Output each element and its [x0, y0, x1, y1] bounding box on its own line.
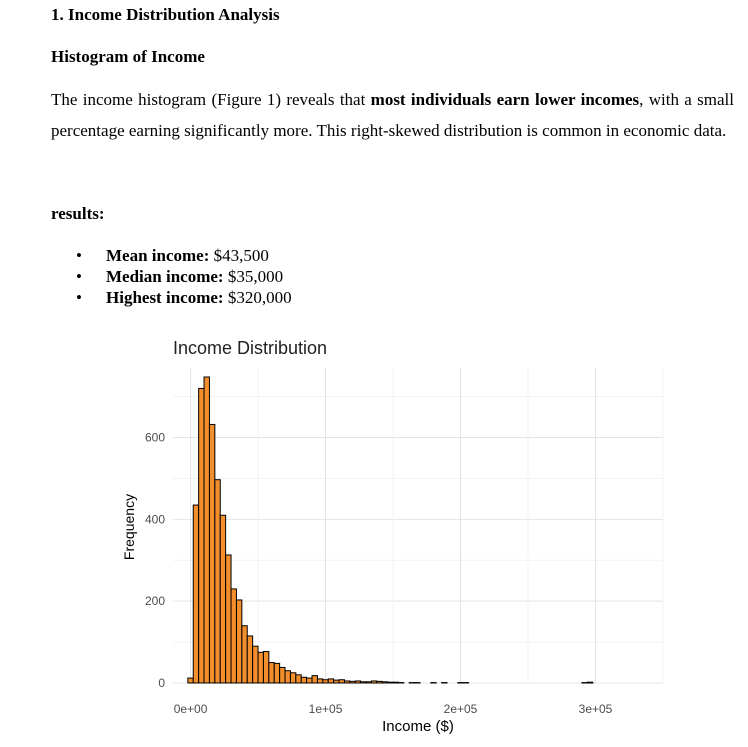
- histogram-bar: [268, 662, 275, 684]
- paragraph-text-end: , with a small percentage earning signif…: [51, 90, 734, 140]
- y-axis-label: Frequency: [121, 494, 137, 560]
- histogram-bar: [354, 680, 362, 684]
- histogram-bar: [208, 423, 216, 684]
- paragraph-emphasis: most individuals earn lower incomes: [370, 90, 640, 109]
- histogram-bar: [333, 679, 340, 684]
- y-tick-label: 200: [145, 594, 165, 608]
- histogram-bar: [306, 677, 313, 684]
- histogram-bar: [230, 588, 237, 684]
- x-tick-label: 3e+05: [579, 702, 613, 716]
- histogram-bar: [300, 676, 308, 684]
- histogram-bar: [349, 680, 356, 684]
- histogram-bar: [235, 599, 243, 684]
- x-tick-label: 1e+05: [309, 702, 343, 716]
- x-tick-label: 0e+00: [174, 702, 208, 716]
- histogram-bar: [214, 479, 221, 684]
- histogram-bar: [187, 677, 194, 684]
- list-item: • Highest income: $320,000: [51, 287, 292, 308]
- result-label: Highest income:: [106, 288, 224, 307]
- x-axis-ticks: 0e+00 1e+05 2e+05 3e+05: [174, 702, 613, 716]
- histogram-bar: [360, 681, 367, 684]
- histogram-bar: [262, 651, 270, 684]
- y-tick-label: 0: [158, 676, 165, 690]
- histogram-bar: [381, 681, 389, 684]
- bullet-icon: •: [76, 267, 82, 286]
- chart-title: Income Distribution: [173, 338, 327, 358]
- histogram-bar: [365, 681, 372, 684]
- histogram-bar: [586, 681, 594, 684]
- histogram-bar: [338, 679, 345, 684]
- histogram-bar: [252, 645, 259, 684]
- section-heading: 1. Income Distribution Analysis: [51, 5, 280, 24]
- y-tick-label: 600: [145, 431, 165, 445]
- histogram-bars: [187, 376, 594, 684]
- histogram-bar: [322, 679, 329, 684]
- paragraph-text-start: The income histogram (Figure 1) reveals …: [51, 90, 371, 109]
- histogram-bar: [343, 680, 351, 684]
- histogram-bar: [289, 672, 297, 684]
- histogram-bar: [279, 666, 286, 684]
- x-tick-label: 2e+05: [444, 702, 478, 716]
- histogram-bar: [257, 651, 264, 684]
- histogram-bar: [387, 681, 394, 684]
- result-value: $320,000: [227, 288, 292, 307]
- histogram-bar: [198, 387, 205, 684]
- histogram-bar: [246, 635, 254, 684]
- list-item: • Mean income: $43,500: [51, 245, 292, 266]
- result-value: $35,000: [227, 267, 284, 286]
- histogram-bar: [192, 504, 200, 684]
- list-item: • Median income: $35,000: [51, 266, 292, 287]
- result-label: Mean income:: [106, 246, 210, 265]
- histogram-bar: [370, 680, 378, 684]
- histogram-bar: [284, 670, 291, 684]
- histogram-bar: [241, 625, 248, 684]
- chart-grid: [173, 368, 664, 684]
- histogram-bar: [219, 514, 227, 684]
- histogram-bar: [376, 680, 383, 684]
- bullet-icon: •: [76, 246, 82, 265]
- x-axis-label: Income ($): [382, 718, 454, 735]
- y-axis-ticks: 0 200 400 600: [145, 431, 165, 690]
- body-paragraph: The income histogram (Figure 1) reveals …: [51, 84, 734, 146]
- histogram-bar: [392, 681, 399, 684]
- subsection-heading: Histogram of Income: [51, 47, 205, 66]
- result-value: $43,500: [213, 246, 269, 265]
- histogram-bar: [311, 675, 318, 684]
- histogram-bar: [327, 678, 335, 684]
- histogram-bar: [273, 662, 281, 684]
- histogram-bar: [295, 674, 302, 684]
- histogram-bar: [316, 678, 324, 684]
- result-label: Median income:: [106, 267, 224, 286]
- income-histogram: Income Distribution 0 200 400 600 0e+00 1e+0…: [121, 338, 664, 735]
- results-list: • Mean income: $43,500 • Median income: $3…: [51, 245, 292, 308]
- bullet-icon: •: [76, 288, 82, 307]
- y-tick-label: 400: [145, 512, 165, 526]
- histogram-bar: [225, 554, 232, 684]
- results-label: results:: [51, 204, 105, 223]
- histogram-bar: [203, 376, 210, 684]
